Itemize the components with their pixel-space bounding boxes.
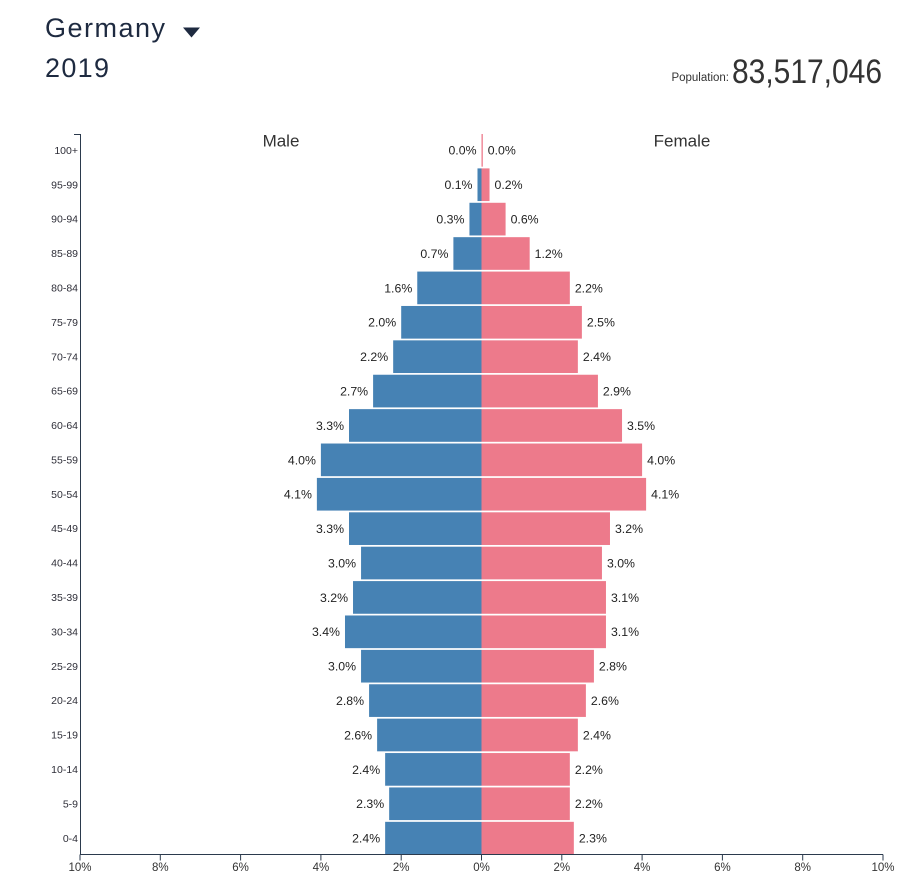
svg-text:3.1%: 3.1% xyxy=(611,625,639,639)
svg-text:3.5%: 3.5% xyxy=(627,419,655,433)
svg-text:4.1%: 4.1% xyxy=(651,488,679,502)
svg-text:4.0%: 4.0% xyxy=(647,453,675,467)
svg-text:0-4: 0-4 xyxy=(63,833,78,845)
svg-text:3.0%: 3.0% xyxy=(328,660,356,674)
svg-text:4.0%: 4.0% xyxy=(288,453,316,467)
svg-text:3.4%: 3.4% xyxy=(312,625,340,639)
svg-text:30-34: 30-34 xyxy=(51,626,78,638)
svg-text:2.0%: 2.0% xyxy=(368,316,396,330)
svg-text:83,517,046: 83,517,046 xyxy=(732,53,882,91)
svg-text:0.3%: 0.3% xyxy=(436,213,464,227)
svg-text:2.7%: 2.7% xyxy=(340,384,368,398)
svg-text:2.4%: 2.4% xyxy=(583,350,611,364)
svg-text:15-19: 15-19 xyxy=(51,730,78,742)
svg-text:4%: 4% xyxy=(634,862,651,874)
svg-text:6%: 6% xyxy=(232,862,249,874)
svg-text:25-29: 25-29 xyxy=(51,661,78,673)
svg-text:8%: 8% xyxy=(794,862,811,874)
svg-text:10%: 10% xyxy=(871,862,894,874)
svg-text:1.6%: 1.6% xyxy=(384,281,412,295)
svg-text:0.0%: 0.0% xyxy=(488,144,516,158)
svg-text:40-44: 40-44 xyxy=(51,558,78,570)
svg-text:0.2%: 0.2% xyxy=(495,178,523,192)
svg-text:2.2%: 2.2% xyxy=(575,797,603,811)
svg-text:Population:: Population: xyxy=(671,72,729,84)
svg-text:Male: Male xyxy=(263,132,300,151)
svg-text:2.2%: 2.2% xyxy=(360,350,388,364)
svg-text:3.2%: 3.2% xyxy=(320,591,348,605)
svg-text:100+: 100+ xyxy=(54,145,78,157)
svg-text:2019: 2019 xyxy=(45,53,110,83)
svg-text:0%: 0% xyxy=(473,862,490,874)
svg-text:4%: 4% xyxy=(313,862,330,874)
svg-text:0.1%: 0.1% xyxy=(444,178,472,192)
svg-text:45-49: 45-49 xyxy=(51,523,78,535)
svg-text:3.0%: 3.0% xyxy=(328,556,356,570)
svg-text:2.2%: 2.2% xyxy=(575,281,603,295)
svg-text:75-79: 75-79 xyxy=(51,317,78,329)
svg-text:60-64: 60-64 xyxy=(51,420,78,432)
svg-text:2.8%: 2.8% xyxy=(599,660,627,674)
svg-text:6%: 6% xyxy=(714,862,731,874)
svg-text:20-24: 20-24 xyxy=(51,695,78,707)
svg-text:2.6%: 2.6% xyxy=(344,728,372,742)
svg-text:50-54: 50-54 xyxy=(51,489,78,501)
svg-text:55-59: 55-59 xyxy=(51,454,78,466)
svg-text:2.2%: 2.2% xyxy=(575,763,603,777)
svg-text:2.6%: 2.6% xyxy=(591,694,619,708)
svg-text:85-89: 85-89 xyxy=(51,248,78,260)
svg-text:Female: Female xyxy=(654,132,711,151)
svg-text:3.3%: 3.3% xyxy=(316,522,344,536)
svg-text:2.5%: 2.5% xyxy=(587,316,615,330)
svg-text:3.1%: 3.1% xyxy=(611,591,639,605)
svg-text:2.3%: 2.3% xyxy=(356,797,384,811)
svg-text:1.2%: 1.2% xyxy=(535,247,563,261)
svg-text:10%: 10% xyxy=(68,862,91,874)
svg-text:2.9%: 2.9% xyxy=(603,384,631,398)
svg-text:2%: 2% xyxy=(393,862,410,874)
svg-text:35-39: 35-39 xyxy=(51,592,78,604)
svg-text:2.4%: 2.4% xyxy=(583,728,611,742)
svg-text:0.0%: 0.0% xyxy=(448,144,476,158)
svg-text:2%: 2% xyxy=(553,862,570,874)
svg-text:5-9: 5-9 xyxy=(63,798,78,810)
svg-text:65-69: 65-69 xyxy=(51,386,78,398)
svg-text:2.8%: 2.8% xyxy=(336,694,364,708)
svg-text:80-84: 80-84 xyxy=(51,283,78,295)
svg-text:2.4%: 2.4% xyxy=(352,832,380,846)
svg-text:0.6%: 0.6% xyxy=(511,213,539,227)
svg-text:95-99: 95-99 xyxy=(51,179,78,191)
svg-text:Germany: Germany xyxy=(45,13,167,43)
svg-text:8%: 8% xyxy=(152,862,169,874)
svg-text:0.7%: 0.7% xyxy=(420,247,448,261)
svg-text:70-74: 70-74 xyxy=(51,351,78,363)
svg-text:3.3%: 3.3% xyxy=(316,419,344,433)
svg-text:90-94: 90-94 xyxy=(51,214,78,226)
svg-text:4.1%: 4.1% xyxy=(284,488,312,502)
svg-text:10-14: 10-14 xyxy=(51,764,78,776)
svg-text:3.2%: 3.2% xyxy=(615,522,643,536)
svg-text:2.3%: 2.3% xyxy=(579,832,607,846)
svg-text:3.0%: 3.0% xyxy=(607,556,635,570)
svg-text:2.4%: 2.4% xyxy=(352,763,380,777)
